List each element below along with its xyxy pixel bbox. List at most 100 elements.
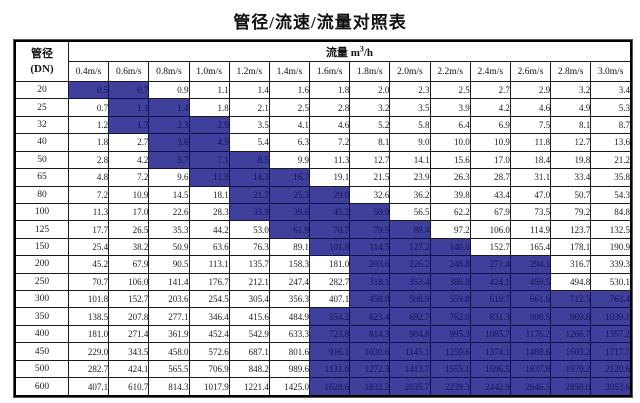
- flow-value-cell: 339.3: [590, 255, 632, 274]
- table-row: 80 7.2 10.9 14.5 18.1 21.7 25.3 29.0 32.6 36.2 39.…: [14, 185, 632, 204]
- flow-value-cell-highlighted: 1030.6: [349, 342, 391, 361]
- flow-value-cell: 12.7: [349, 150, 391, 170]
- flow-value-cell-highlighted: 712.5: [550, 290, 592, 309]
- flow-value-cell-highlighted: 1085.7: [469, 324, 511, 344]
- flow-value-cell-highlighted: 610.7: [469, 290, 511, 309]
- flow-value-cell: 56.5: [389, 202, 431, 222]
- flow-value-cell: 801.6: [268, 342, 311, 361]
- flow-value-cell: 14.5: [148, 185, 190, 204]
- flow-value-cell: 484.9: [268, 307, 311, 326]
- flow-value-cell: 1017.9: [188, 377, 230, 397]
- flow-value-cell: 141.4: [148, 272, 190, 292]
- flow-value-cell-highlighted: 2035.7: [389, 377, 431, 397]
- table-row: 50 2.8 4.2 5.7 7.1 8.5 9.9 11.3 12.7 14.1 15.6 17.0…: [14, 150, 632, 170]
- flow-value-cell: 17.0: [108, 202, 150, 222]
- flow-value-cell: 7.2: [67, 185, 110, 204]
- flow-value-cell: 43.4: [469, 185, 511, 204]
- flow-value-cell: 26.5: [108, 220, 150, 239]
- flow-value-cell: 114.9: [509, 220, 552, 239]
- flow-value-cell: 3.2: [550, 80, 592, 100]
- dn-cell: 65: [14, 168, 69, 187]
- flow-value-cell-highlighted: 1717.7: [590, 342, 632, 361]
- flow-value-cell-highlighted: 1832.2: [349, 377, 391, 397]
- flow-value-cell: 0.7: [67, 98, 110, 117]
- flow-value-cell: 12.7: [550, 133, 592, 152]
- flow-value-cell-highlighted: 723.8: [309, 324, 351, 344]
- flow-value-cell: 212.1: [228, 272, 270, 292]
- flow-value-cell: 4.6: [309, 115, 351, 135]
- flow-value-cell: 2.1: [228, 98, 270, 117]
- table-row: 100 11.3 17.0 22.6 28.3 33.9 39.6 45.2 50.9 56.5 6…: [14, 202, 632, 222]
- flow-value-cell: 1.2: [67, 115, 110, 135]
- flow-value-cell: 73.5: [509, 202, 552, 222]
- flow-value-cell: 2.7: [108, 133, 150, 152]
- dn-cell: 20: [14, 80, 69, 100]
- velocity-header-row: 0.4m/s 0.6m/s 0.8m/s 1.0m/s 1.2m/s 1.4m/s 1.6m…: [15, 61, 632, 82]
- flow-value-cell: 610.7: [108, 377, 150, 397]
- flow-value-cell: 1.1: [188, 80, 230, 100]
- table-row: 40 1.8 2.7 3.6 4.5 5.4 6.3 7.2 8.1 9.0 10.0 10.9 11.…: [14, 133, 632, 152]
- flow-value-cell: 1.4: [228, 80, 270, 100]
- flow-value-cell-highlighted: 8.5: [228, 150, 270, 170]
- flow-value-cell-highlighted: 11.9: [188, 168, 230, 187]
- flow-value-cell: 2.7: [469, 80, 511, 100]
- dn-cell: 125: [14, 220, 69, 239]
- table-body: 20 0.5 0.7 0.9 1.1 1.4 1.6 1.8 2.0 2.3 2.5 2.7 2.9 3.…: [14, 80, 632, 397]
- flow-value-cell: 415.6: [228, 307, 270, 326]
- flow-value-cell: 10.9: [108, 185, 150, 204]
- flow-value-cell: 3.9: [429, 98, 471, 117]
- flow-value-cell: 21.2: [590, 150, 632, 170]
- table-row: 500 282.7 424.1 565.5 706.9 848.2 989.6 1131.0 1…: [14, 359, 632, 379]
- flow-value-cell: 31.1: [509, 168, 552, 187]
- velocity-header-cell: 1.6m/s: [309, 61, 351, 82]
- flow-value-cell: 158.3: [268, 255, 311, 274]
- flow-value-cell-highlighted: 1603.2: [550, 342, 592, 361]
- flow-value-cell-highlighted: 831.3: [469, 307, 511, 326]
- flow-value-cell: 3.4: [590, 80, 632, 100]
- flow-value-cell-highlighted: 1979.2: [550, 359, 592, 379]
- flow-value-cell: 452.4: [188, 324, 230, 344]
- table-row: 65 4.8 7.2 9.6 11.9 14.3 16.7 19.1 21.5 23.9 26.3 2…: [14, 168, 632, 187]
- flow-value-cell-highlighted: 5.7: [148, 150, 190, 170]
- flow-value-cell: 424.1: [108, 359, 150, 379]
- flow-value-cell-highlighted: 318.1: [349, 272, 391, 292]
- flow-value-cell: 5.3: [590, 98, 632, 117]
- flow-value-cell: 346.4: [188, 307, 230, 326]
- flow-value-cell-highlighted: 1837.8: [509, 359, 552, 379]
- flow-value-cell: 22.6: [148, 202, 190, 222]
- velocity-header-cell: 2.6m/s: [509, 61, 552, 82]
- flow-value-cell-highlighted: 1413.7: [389, 359, 431, 379]
- flow-value-cell-highlighted: 1696.5: [469, 359, 511, 379]
- flow-value-cell: 176.7: [188, 272, 230, 292]
- flow-value-cell: 178.1: [550, 237, 592, 257]
- flow-value-cell-highlighted: 1.4: [148, 98, 190, 117]
- flow-value-cell: 7.5: [509, 115, 552, 135]
- table-header: 管径 (DN) 流量 m3/h 0.4m/s 0.6m/s 0.8m/s 1.0m/s…: [14, 40, 632, 82]
- flow-value-cell: 165.4: [509, 237, 552, 257]
- flow-value-cell: 282.7: [67, 359, 110, 379]
- flow-value-cell-highlighted: 559.8: [429, 290, 471, 309]
- velocity-header-cell: 2.0m/s: [389, 61, 431, 82]
- flow-value-cell-highlighted: 995.3: [429, 324, 471, 344]
- dn-cell: 600: [14, 377, 69, 397]
- flow-value-cell: 35.8: [590, 168, 632, 187]
- flow-value-cell: 316.7: [550, 255, 592, 274]
- flow-value-cell: 138.5: [67, 307, 110, 326]
- flow-value-cell: 132.5: [590, 220, 632, 239]
- page-title: 管径/流速/流量对照表: [233, 13, 407, 32]
- velocity-header-cell: 1.0m/s: [188, 61, 230, 82]
- flow-value-cell-highlighted: 203.6: [349, 255, 391, 274]
- flow-value-cell: 26.3: [429, 168, 471, 187]
- flow-value-cell: 1.8: [188, 98, 230, 117]
- flow-value-cell: 407.1: [67, 377, 110, 397]
- flow-value-cell-highlighted: 508.9: [389, 290, 431, 309]
- velocity-header-cell: 3.0m/s: [590, 61, 632, 82]
- flow-value-cell: 17.7: [67, 220, 110, 239]
- flow-value-cell-highlighted: 2.3: [148, 115, 190, 135]
- flow-value-cell: 9.6: [148, 168, 190, 187]
- flow-value-cell: 181.0: [309, 255, 351, 274]
- flow-value-cell: 542.9: [228, 324, 270, 344]
- flow-value-cell: 277.1: [148, 307, 190, 326]
- flow-value-cell-highlighted: 4.5: [188, 133, 230, 152]
- flow-value-cell-highlighted: 33.9: [228, 202, 270, 222]
